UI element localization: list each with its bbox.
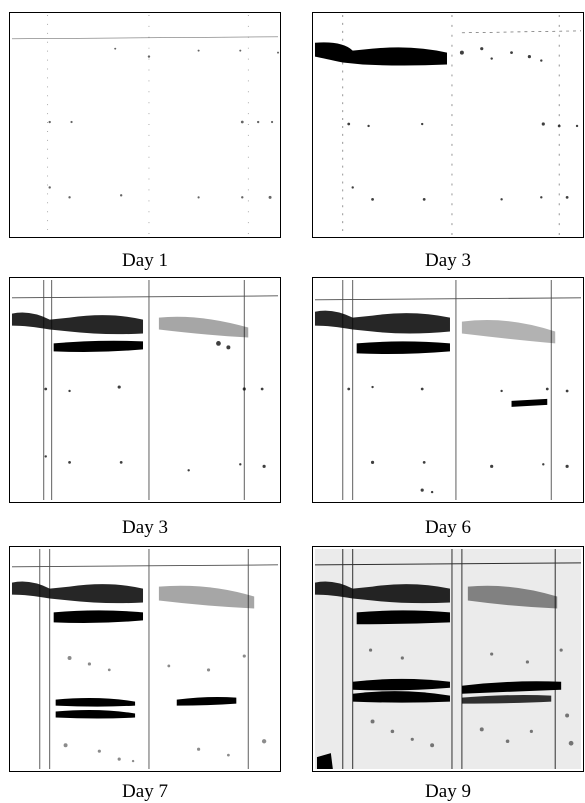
panel-day-3-b xyxy=(9,277,281,503)
caption-day-6: Day 6 xyxy=(425,517,471,538)
panel-day-7 xyxy=(9,546,281,772)
panel-day-9 xyxy=(312,546,584,772)
caption-day-7: Day 7 xyxy=(122,781,168,802)
panel-day-6 xyxy=(312,277,584,503)
caption-day-3-b: Day 3 xyxy=(122,517,168,538)
corrosion-map-day-3-a xyxy=(314,14,582,236)
corrosion-map-day-1 xyxy=(11,14,280,236)
panel-day-3-a xyxy=(312,12,584,238)
corrosion-map-day-3-b xyxy=(11,279,279,501)
caption-day-9: Day 9 xyxy=(425,781,471,802)
corrosion-map-day-6 xyxy=(314,279,582,501)
panel-day-1 xyxy=(9,12,281,238)
caption-day-3-a: Day 3 xyxy=(425,250,471,271)
caption-day-1: Day 1 xyxy=(122,250,168,271)
corrosion-map-day-7 xyxy=(11,548,279,770)
corrosion-map-day-9 xyxy=(314,548,582,770)
